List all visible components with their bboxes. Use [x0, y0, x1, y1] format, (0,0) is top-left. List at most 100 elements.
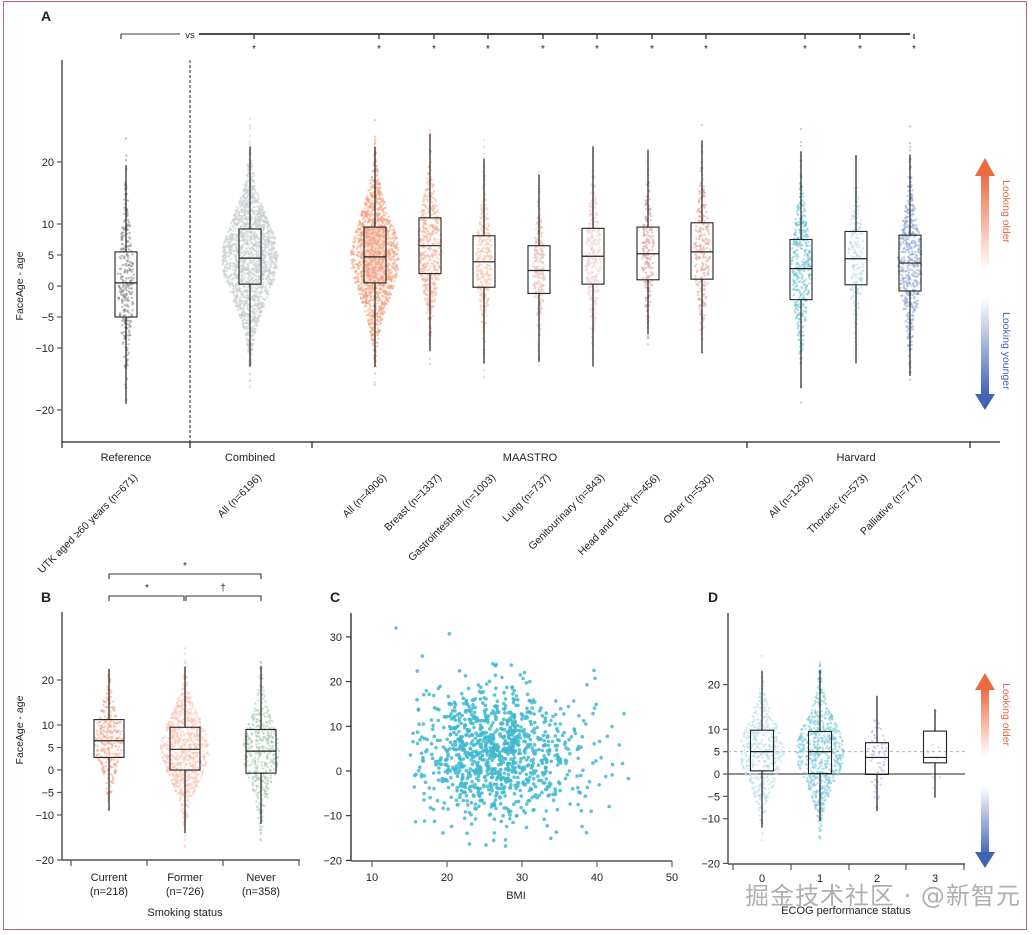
- panel-a-data-point: [397, 249, 400, 252]
- panel-a-data-point: [256, 223, 259, 226]
- panel-a-data-point: [127, 343, 130, 346]
- panel-a-data-point: [428, 224, 431, 227]
- panel-a-data-point: [123, 198, 126, 201]
- panel-a-data-point: [231, 268, 234, 271]
- panel-a-data-point: [364, 219, 367, 222]
- panel-a-data-point: [252, 193, 255, 197]
- panel-a-data-point: [591, 271, 594, 274]
- panel-a-data-point: [366, 195, 369, 198]
- panel-a-data-point: [250, 348, 254, 352]
- panel-a-data-point: [253, 234, 256, 238]
- panel-a-data-point: [377, 337, 380, 340]
- panel-a-data-point: [395, 241, 399, 245]
- panel-a-data-point: [248, 385, 252, 388]
- panel-a-data-point: [131, 268, 135, 271]
- panel-a-y-tick-label: −5: [41, 312, 54, 324]
- panel-a-data-point: [241, 310, 244, 314]
- panel-a-data-point: [246, 205, 249, 209]
- panel-a-data-point: [241, 194, 245, 198]
- panel-a-data-point: [591, 266, 594, 269]
- panel-a-data-point: [271, 247, 275, 251]
- panel-a-data-point: [256, 313, 259, 317]
- panel-a-data-point: [370, 176, 374, 179]
- panel-a-data-point: [478, 269, 481, 273]
- panel-a-data-point: [371, 202, 374, 205]
- panel-a-data-point: [243, 205, 247, 209]
- panel-a-data-point: [239, 200, 242, 204]
- panel-a-data-point: [267, 249, 270, 252]
- panel-a-data-point: [232, 249, 235, 253]
- panel-a-data-point: [233, 227, 237, 230]
- panel-a-data-point: [240, 266, 243, 269]
- panel-a-data-point: [257, 319, 260, 322]
- panel-label-c: C: [330, 589, 340, 605]
- panel-a-data-point: [222, 248, 226, 251]
- panel-a-data-point: [370, 292, 373, 295]
- panel-a-data-point: [480, 206, 483, 210]
- panel-a-data-point: [423, 290, 426, 293]
- panel-a-data-point: [422, 199, 425, 202]
- panel-a-data-point: [126, 353, 129, 357]
- panel-a-data-point: [124, 158, 128, 162]
- panel-a-data-point: [388, 269, 391, 272]
- panel-a-data-point: [371, 333, 374, 336]
- panel-a-data-point: [248, 117, 252, 121]
- panel-a-data-point: [421, 208, 424, 212]
- panel-a-data-point: [267, 269, 270, 272]
- panel-a-data-point: [359, 283, 363, 286]
- panel-a-data-point: [121, 302, 124, 305]
- panel-a-data-point: [254, 209, 258, 212]
- panel-a-data-point: [424, 299, 427, 302]
- panel-a-data-point: [130, 313, 133, 316]
- panel-a-data-point: [539, 220, 543, 223]
- panel-a-data-point: [246, 237, 249, 240]
- panel-a-data-point: [423, 192, 426, 196]
- panel-a-data-point: [360, 264, 363, 267]
- panel-a-data-point: [238, 213, 241, 216]
- panel-a-data-point: [127, 305, 130, 308]
- panel-a-data-point: [376, 327, 380, 330]
- panel-a-data-point: [482, 153, 486, 156]
- panel-a-data-point: [124, 137, 128, 140]
- panel-a-data-point: [245, 331, 248, 335]
- panel-a-data-point: [126, 296, 130, 300]
- panel-a-data-point: [590, 245, 594, 248]
- panel-a-data-point: [268, 233, 271, 237]
- panel-a-data-point: [265, 287, 268, 290]
- panel-a-data-point: [428, 357, 432, 361]
- panel-a-data-point: [370, 192, 373, 195]
- panel-a-data-point: [253, 299, 256, 302]
- panel-a-data-point: [597, 222, 600, 226]
- panel-a-data-point: [432, 204, 435, 208]
- panel-a-data-point: [271, 280, 274, 284]
- panel-a-data-point: [364, 292, 368, 295]
- panel-a-data-point: [424, 250, 427, 253]
- panel-a-data-point: [424, 204, 427, 208]
- panel-a-data-point: [422, 211, 425, 214]
- panel-a-data-point: [591, 247, 594, 251]
- panel-a-data-point: [260, 287, 263, 291]
- panel-a-data-point: [394, 264, 398, 268]
- panel-a-data-point: [254, 268, 257, 271]
- panel-a-data-point: [391, 236, 394, 240]
- panel-a-data-point: [476, 288, 480, 291]
- panel-a-data-point: [370, 335, 373, 338]
- panel-a-data-point: [240, 274, 243, 277]
- panel-a-data-point: [539, 297, 543, 300]
- panel-a-data-point: [247, 267, 250, 270]
- panel-a-data-point: [274, 266, 277, 270]
- panel-a-data-point: [364, 302, 368, 305]
- panel-a-data-point: [121, 278, 125, 282]
- panel-a-data-point: [250, 230, 253, 233]
- panel-a-data-point: [594, 275, 597, 278]
- panel-a-data-point: [250, 289, 253, 293]
- panel-a-data-point: [254, 217, 257, 220]
- panel-a-data-point: [483, 239, 487, 242]
- panel-a-data-point: [359, 231, 362, 235]
- panel-a-data-point: [478, 254, 481, 258]
- panel-a-data-point: [122, 334, 126, 337]
- panel-a-data-point: [390, 255, 394, 259]
- panel-a-data-point: [359, 244, 362, 248]
- panel-a-data-point: [267, 224, 271, 228]
